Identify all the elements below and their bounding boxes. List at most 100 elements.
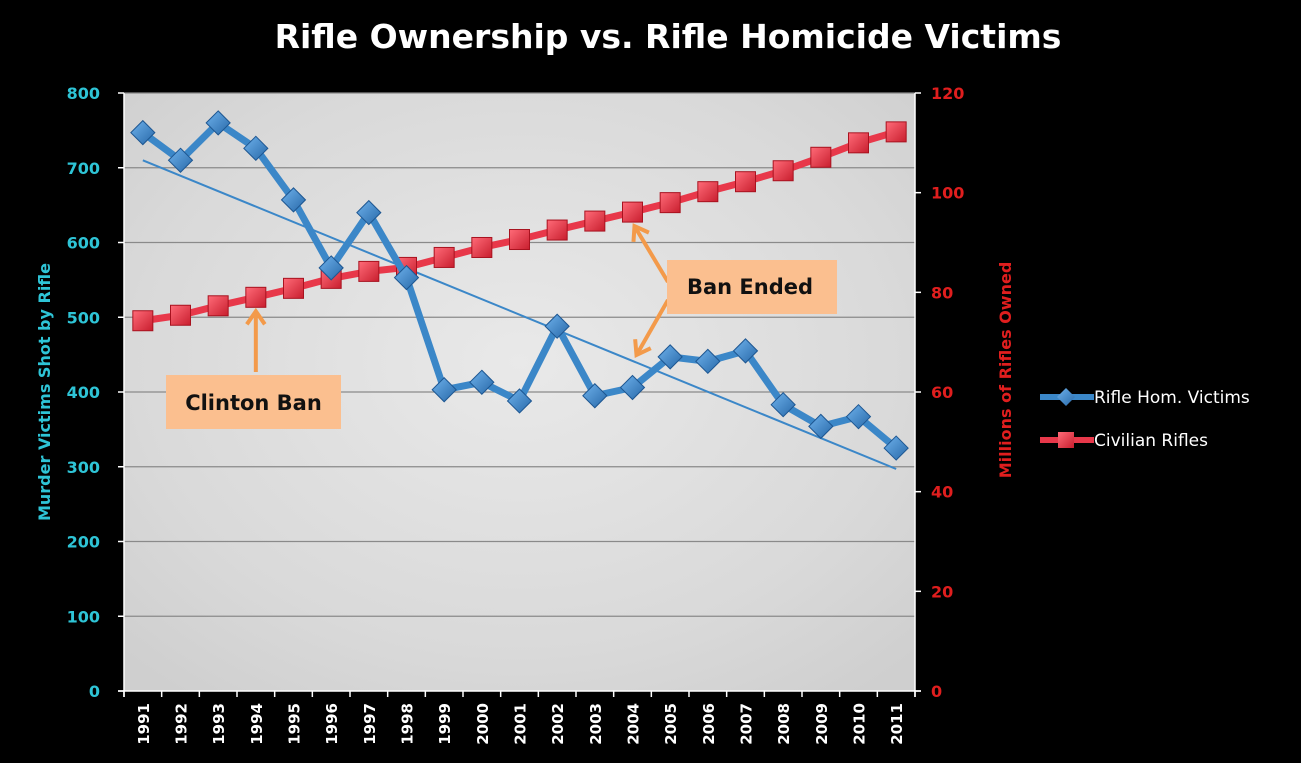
civilian-rifles-point — [659, 192, 681, 214]
x-tick-label: 2007 — [738, 703, 756, 745]
rifle-hom-victims-point — [695, 348, 721, 375]
civilian-rifles-point — [622, 201, 643, 223]
x-tick-label: 1999 — [436, 703, 454, 745]
x-tick-label: 2004 — [625, 703, 643, 745]
x-tick-label: 2000 — [474, 703, 492, 745]
ban-ended-arrow-down — [633, 299, 670, 359]
ban-ended-label: Ban Ended — [687, 275, 813, 299]
left-tick-label: 0 — [89, 682, 100, 701]
rifle-hom-victims-point — [393, 264, 420, 291]
rifle-hom-victims-point — [619, 374, 646, 401]
civilian-rifles-point — [433, 246, 455, 268]
series-rifle-hom-victims — [130, 110, 909, 461]
axes — [118, 93, 921, 697]
x-tick-label: 2011 — [888, 703, 906, 745]
x-tick-label: 2002 — [549, 703, 567, 745]
rifle-hom-victims-point — [318, 255, 344, 281]
right-axis-label: Millions of Rifles Owned — [996, 262, 1015, 479]
clinton-ban-label: Clinton Ban — [185, 391, 322, 415]
chart-title: Rifle Ownership vs. Rifle Homicide Victi… — [275, 17, 1062, 56]
legend-label: Rifle Hom. Victims — [1094, 388, 1250, 408]
left-tick-label: 700 — [67, 159, 100, 178]
civilian-rifles-point — [885, 121, 907, 143]
clinton-ban-arrow — [245, 307, 267, 372]
civilian-rifles-point — [132, 310, 154, 332]
rifle-hom-victims-point — [469, 369, 495, 395]
civilian-rifles-point — [546, 219, 568, 241]
x-tick-label: 2003 — [587, 703, 605, 745]
rifle-hom-victims-point — [770, 392, 796, 418]
x-tick-label: 2006 — [700, 703, 718, 745]
civilian-rifles-point — [471, 236, 493, 258]
rifle-hom-victims-point — [130, 119, 156, 146]
civilian-rifles-point — [697, 181, 719, 203]
civilian-rifles-point — [245, 286, 267, 308]
x-tick-label: 1991 — [135, 703, 153, 745]
left-tick-label: 100 — [67, 607, 100, 626]
legend-square-marker — [1058, 432, 1074, 448]
x-axis-ticks: 1991 1992 1993 1994 1995 1996 1997 1998 1999 2000… — [123, 691, 916, 745]
x-tick-label: 2005 — [662, 703, 680, 745]
rifle-hom-victims-point — [845, 403, 872, 430]
rifle-hom-victims-point — [167, 147, 194, 173]
x-tick-label: 1994 — [248, 703, 266, 745]
x-tick-label: 1992 — [173, 703, 191, 745]
right-tick-label: 40 — [931, 483, 953, 502]
legend: Rifle Hom. Victims Civilian Rifles — [1040, 388, 1250, 451]
left-tick-label: 200 — [67, 533, 100, 552]
rifle-hom-victims-point — [582, 383, 608, 409]
rifle-hom-victims-point — [544, 313, 570, 339]
civilian-rifles-point — [848, 132, 869, 154]
rifle-hom-victims-point — [431, 377, 457, 403]
left-tick-label: 300 — [67, 458, 100, 477]
rifle-hom-victims-point — [657, 344, 683, 370]
x-tick-label: 1995 — [286, 703, 304, 745]
civilian-rifles-point — [170, 304, 191, 326]
left-axis-label: Murder Victims Shot by Rifle — [35, 263, 54, 521]
right-tick-label: 80 — [931, 283, 953, 302]
left-axis-ticks: 0 100 200 300 400 500 600 700 800 — [67, 84, 124, 701]
rifle-hom-victims-point — [280, 187, 307, 213]
legend-item: Civilian Rifles — [1040, 431, 1208, 451]
rifle-hom-victims-point — [506, 388, 533, 414]
civilian-rifles-point — [772, 160, 794, 182]
x-tick-label: 2010 — [851, 703, 869, 745]
annotations: Clinton Ban Ban Ended — [166, 223, 837, 429]
rifle-hom-victims-point — [356, 199, 382, 226]
civilian-rifles-point — [810, 146, 832, 168]
clinton-ban-annotation: Clinton Ban — [166, 375, 341, 429]
civilian-rifles-point — [584, 210, 606, 232]
x-tick-label: 2001 — [512, 703, 530, 745]
ban-ended-annotation: Ban Ended — [667, 260, 837, 314]
x-tick-label: 2009 — [813, 703, 831, 745]
right-axis-ticks: 0 20 40 60 80 100 120 — [915, 84, 964, 701]
left-tick-label: 500 — [67, 308, 100, 327]
legend-diamond-marker — [1057, 388, 1075, 406]
clinton-ban-box — [166, 375, 341, 429]
rifle-hom-victims-point — [243, 135, 269, 162]
trendline — [142, 159, 897, 470]
left-tick-label: 600 — [67, 234, 100, 253]
left-tick-label: 400 — [67, 383, 100, 402]
left-tick-label: 800 — [67, 84, 100, 103]
x-tick-label: 1997 — [361, 703, 379, 745]
x-tick-label: 1998 — [399, 703, 417, 745]
right-tick-label: 60 — [931, 383, 953, 402]
civilian-rifles-point — [509, 229, 530, 251]
rifle-hom-victims-point — [883, 435, 909, 461]
legend-item: Rifle Hom. Victims — [1040, 388, 1250, 408]
civilian-rifles-point — [283, 277, 304, 299]
right-tick-label: 120 — [931, 84, 964, 103]
legend-label: Civilian Rifles — [1094, 431, 1208, 451]
rifle-hom-victims-point — [205, 110, 231, 136]
right-tick-label: 20 — [931, 582, 953, 601]
civilian-rifles-point — [735, 171, 756, 193]
series-civilian-rifles — [132, 121, 907, 332]
rifle-hom-victims-point — [732, 338, 759, 364]
ban-ended-arrow-up — [631, 223, 670, 284]
x-tick-label: 1996 — [323, 703, 341, 745]
ban-ended-box — [667, 260, 837, 314]
right-tick-label: 100 — [931, 184, 964, 203]
civilian-rifles-point — [358, 260, 380, 282]
